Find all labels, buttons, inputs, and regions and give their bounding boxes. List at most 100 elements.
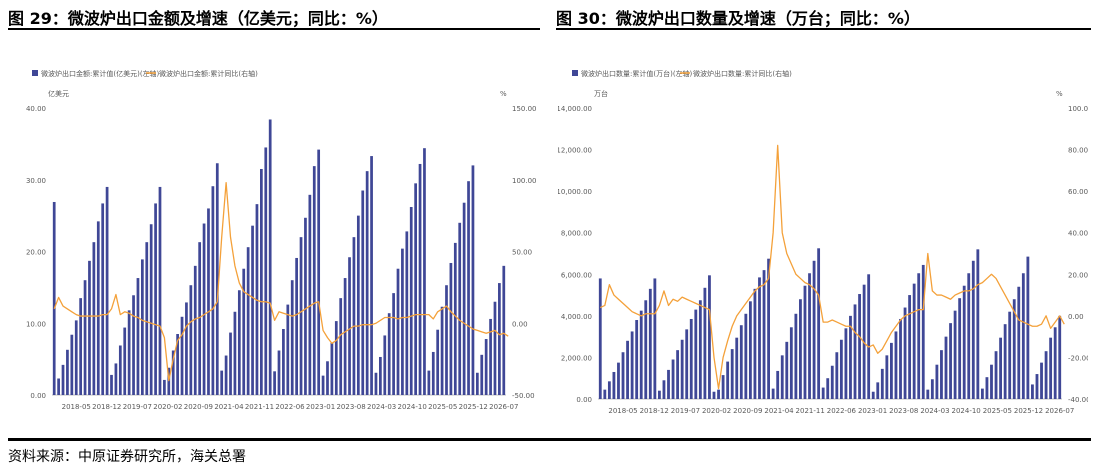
chart2-bar [935, 364, 939, 399]
chart2-right-tick-label: 80.00 [1068, 147, 1088, 155]
chart2-bar [958, 298, 962, 399]
chart2-bar [644, 300, 648, 399]
footer-rule [8, 438, 1091, 441]
chart2-bar [694, 309, 698, 399]
chart2-bar [880, 368, 884, 399]
chart1-bar [136, 278, 140, 395]
chart2-bar [921, 264, 925, 399]
chart2-right-tick-label: 0.00 [1068, 313, 1084, 321]
chart1-bar [158, 186, 162, 395]
chart2-bar [953, 310, 957, 399]
chart2-bar [940, 350, 943, 399]
chart2-bar [826, 378, 830, 399]
chart1-bar [202, 223, 206, 395]
chart2-left-tick-label: 6,000.00 [561, 271, 592, 279]
chart1-bar [282, 328, 285, 395]
chart2-bar [967, 273, 971, 399]
chart2-bar [621, 352, 625, 399]
chart2-bar [658, 390, 661, 399]
chart2-bar [808, 273, 811, 399]
chart1-x-tick-label: 2022-06 [275, 403, 305, 411]
chart2-bar [912, 283, 916, 399]
chart1-bar [110, 374, 113, 395]
chart2-bar [676, 350, 680, 399]
chart2-x-tick-label: 2020-02 [702, 407, 731, 415]
chart1-bar [66, 349, 69, 395]
chart1-bar [140, 259, 144, 395]
chart2-x-tick-label: 2019-07 [671, 407, 700, 415]
chart1-bar [105, 186, 109, 395]
chart2-bar [671, 359, 675, 399]
chart1-bar [334, 321, 338, 395]
chart2-bar [876, 382, 880, 399]
chart2-bar [812, 260, 816, 399]
chart1-x-tick-label: 2018-05 [62, 403, 91, 411]
chart2-bar [735, 337, 739, 399]
chart2-bar [771, 388, 775, 399]
chart2-bar [903, 307, 907, 399]
figure-30-title: 图 30：微波炉出口数量及增速（万台；同比：%） [556, 9, 920, 28]
chart1-bar [180, 316, 184, 395]
chart1-bar [317, 149, 321, 395]
chart1-bar [189, 285, 193, 395]
chart2-bar [744, 313, 748, 399]
chart1-bar [471, 165, 475, 395]
chart1-bar [312, 166, 316, 395]
chart2-x-tick-label: 2026-07 [1045, 407, 1074, 415]
chart1-bar [118, 345, 122, 395]
chart2-bar [944, 336, 948, 399]
chart1-right-tick-label: 50.00 [512, 249, 532, 257]
chart2-left-tick-label: 10,000.00 [558, 188, 592, 196]
chart1-x-tick-label: 2023-01 [306, 403, 335, 411]
chart1-bar [114, 363, 118, 395]
chart1-bar [215, 163, 219, 395]
chart1-x-tick-label: 2020-09 [184, 403, 213, 411]
chart1-bar [498, 283, 501, 395]
chart2-x-tick-label: 2021-04 [764, 407, 794, 415]
chart2-bar [1026, 256, 1030, 399]
chart2-left-tick-label: 14,000.00 [558, 105, 592, 113]
chart1-bar [264, 147, 268, 395]
chart2-bar [890, 342, 893, 399]
chart1-bar [101, 203, 105, 395]
chart2-bar [1044, 351, 1048, 399]
source-note: 资料来源：中原证券研究所，海关总署 [8, 449, 246, 465]
chart2-left-tick-label: 12,000.00 [558, 147, 592, 155]
chart2-x-tick-label: 2020-09 [733, 407, 762, 415]
chart2-bar [648, 288, 652, 399]
chart2-bar [794, 313, 798, 399]
chart2-bar [1017, 286, 1021, 399]
chart2-bar [990, 364, 993, 399]
chart2-yoy-line [599, 144, 1065, 390]
chart1-right-tick-label: -50.00 [512, 392, 535, 400]
chart1-bar [154, 203, 157, 395]
chart1-x-tick-label: 2021-11 [245, 403, 274, 411]
chart1-legend: 微波炉出口金额:累计值(亿美元)(左轴) 微波炉出口金额:累计同比(右轴) [32, 69, 258, 78]
chart2-bar [894, 331, 898, 399]
chart1-bar [233, 311, 237, 395]
chart2-bar [598, 278, 602, 399]
chart2-bar [999, 337, 1002, 399]
title-rule-right [556, 28, 1091, 30]
chart1-bar [484, 339, 488, 395]
chart2-bar [635, 320, 639, 399]
chart2-bar [753, 288, 757, 399]
chart1-bar [387, 313, 391, 395]
chart2-bar [817, 248, 821, 399]
chart1-bar [343, 278, 347, 395]
chart1-bar [290, 280, 294, 395]
chart1-left-tick-label: 30.00 [26, 177, 46, 185]
chart1-bar [489, 318, 492, 395]
chart1-bar [401, 248, 404, 395]
chart1-right-tick-label: 150.00 [512, 105, 537, 113]
chart1-bar [418, 163, 422, 395]
chart1-legend-bar-swatch [32, 70, 38, 76]
chart1-bar [475, 372, 479, 395]
chart2-bar [985, 377, 989, 399]
chart1-right-tick-label: 0.00 [512, 320, 528, 328]
chart2-bar [962, 285, 966, 399]
chart2-bar [871, 391, 875, 399]
chart1-bar [92, 242, 96, 395]
chart2-bar [762, 270, 766, 399]
chart2-bar [712, 391, 716, 399]
